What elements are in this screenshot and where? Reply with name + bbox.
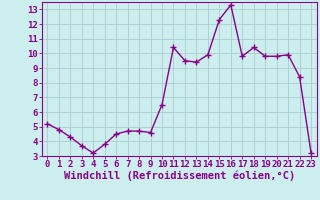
X-axis label: Windchill (Refroidissement éolien,°C): Windchill (Refroidissement éolien,°C)	[64, 171, 295, 181]
